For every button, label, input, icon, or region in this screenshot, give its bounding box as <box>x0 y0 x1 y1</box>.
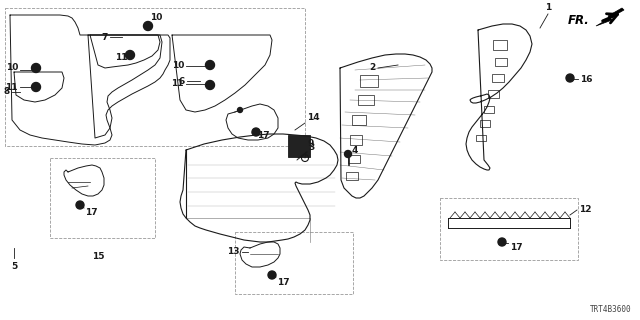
Text: 11: 11 <box>6 83 18 92</box>
Bar <box>484 106 494 113</box>
Bar <box>493 40 507 50</box>
Circle shape <box>566 74 574 82</box>
Circle shape <box>268 271 276 279</box>
Text: 16: 16 <box>580 75 593 84</box>
Bar <box>440 198 578 260</box>
Circle shape <box>125 51 134 60</box>
Polygon shape <box>596 8 624 26</box>
Circle shape <box>498 238 506 246</box>
Text: 14: 14 <box>307 113 319 122</box>
Bar <box>476 135 486 141</box>
Text: 10: 10 <box>172 60 184 69</box>
Text: 1: 1 <box>545 3 551 12</box>
Circle shape <box>31 63 40 73</box>
Text: 8: 8 <box>4 87 10 97</box>
Text: 17: 17 <box>510 243 523 252</box>
Text: 6: 6 <box>179 76 185 85</box>
Text: 4: 4 <box>352 146 358 155</box>
Bar <box>5 8 305 146</box>
Text: 2: 2 <box>369 63 375 73</box>
Bar <box>360 75 378 87</box>
Bar <box>488 90 499 98</box>
Text: 9: 9 <box>308 139 314 148</box>
Text: TRT4B3600: TRT4B3600 <box>590 305 632 314</box>
Circle shape <box>252 128 260 136</box>
Bar <box>348 155 360 163</box>
Circle shape <box>31 83 40 92</box>
Bar <box>480 120 490 127</box>
Text: 11: 11 <box>115 52 128 61</box>
Text: 17: 17 <box>257 131 269 140</box>
Text: 7: 7 <box>102 33 108 42</box>
Text: 10: 10 <box>150 13 163 22</box>
Text: 13: 13 <box>227 247 240 257</box>
Bar <box>492 74 504 82</box>
Text: FR.: FR. <box>568 13 590 27</box>
Bar <box>352 115 366 125</box>
Text: 3: 3 <box>308 143 314 152</box>
Bar <box>288 135 310 157</box>
Text: 12: 12 <box>579 205 591 214</box>
Bar <box>358 95 374 105</box>
Bar <box>235 232 353 294</box>
Text: 17: 17 <box>277 278 290 287</box>
Bar <box>495 58 507 66</box>
Text: 10: 10 <box>6 63 18 73</box>
Bar <box>50 158 155 238</box>
Circle shape <box>143 21 152 30</box>
Text: 11: 11 <box>172 79 184 89</box>
Circle shape <box>237 108 243 113</box>
Bar <box>350 135 362 145</box>
Text: 17: 17 <box>85 208 98 217</box>
Circle shape <box>76 201 84 209</box>
Bar <box>346 172 358 180</box>
Text: 5: 5 <box>11 262 17 271</box>
Text: 15: 15 <box>92 252 104 261</box>
Circle shape <box>344 150 351 157</box>
Circle shape <box>205 60 214 69</box>
Circle shape <box>205 81 214 90</box>
